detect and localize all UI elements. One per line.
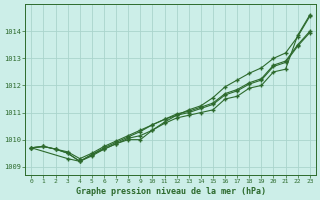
X-axis label: Graphe pression niveau de la mer (hPa): Graphe pression niveau de la mer (hPa) <box>76 187 266 196</box>
